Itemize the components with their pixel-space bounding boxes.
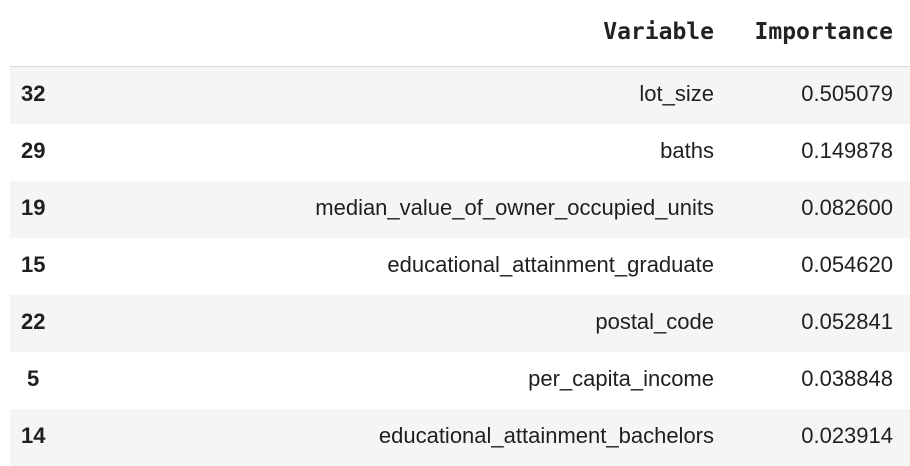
table-header: Variable Importance [10, 0, 910, 67]
table-row: 29 baths 0.149878 [10, 124, 910, 181]
header-variable: Variable [603, 19, 714, 45]
row-index: 19 [21, 195, 46, 220]
row-index: 14 [21, 423, 46, 448]
row-variable: educational_attainment_graduate [387, 252, 714, 277]
row-importance: 0.505079 [801, 81, 893, 106]
table-row: 5 per_capita_income 0.038848 [10, 352, 910, 409]
row-variable: educational_attainment_bachelors [378, 423, 714, 448]
feature-importance-table: Variable Importance 32 lot_size 0.505079… [10, 0, 910, 466]
row-index: 32 [21, 81, 46, 106]
row-index: 22 [21, 309, 46, 334]
row-index: 5 [27, 366, 40, 391]
table-row: 15 educational_attainment_graduate 0.054… [10, 238, 910, 295]
table-row: 22 postal_code 0.052841 [10, 295, 910, 352]
row-index: 29 [21, 138, 46, 163]
row-variable: lot_size [639, 81, 714, 106]
table-row: 14 educational_attainment_bachelors 0.02… [10, 409, 910, 466]
row-importance: 0.149878 [801, 138, 893, 163]
row-variable: baths [660, 138, 714, 163]
row-importance: 0.023914 [801, 423, 893, 448]
row-importance: 0.038848 [801, 366, 893, 391]
row-variable: per_capita_income [528, 366, 714, 391]
row-importance: 0.082600 [801, 195, 893, 220]
row-variable: postal_code [595, 309, 714, 334]
row-importance: 0.052841 [801, 309, 893, 334]
row-index: 15 [21, 252, 46, 277]
table-row: 32 lot_size 0.505079 [10, 67, 910, 124]
row-importance: 0.054620 [801, 252, 893, 277]
table-row: 19 median_value_of_owner_occupied_units … [10, 181, 910, 238]
header-importance: Importance [754, 19, 893, 45]
row-variable: median_value_of_owner_occupied_units [315, 195, 714, 220]
